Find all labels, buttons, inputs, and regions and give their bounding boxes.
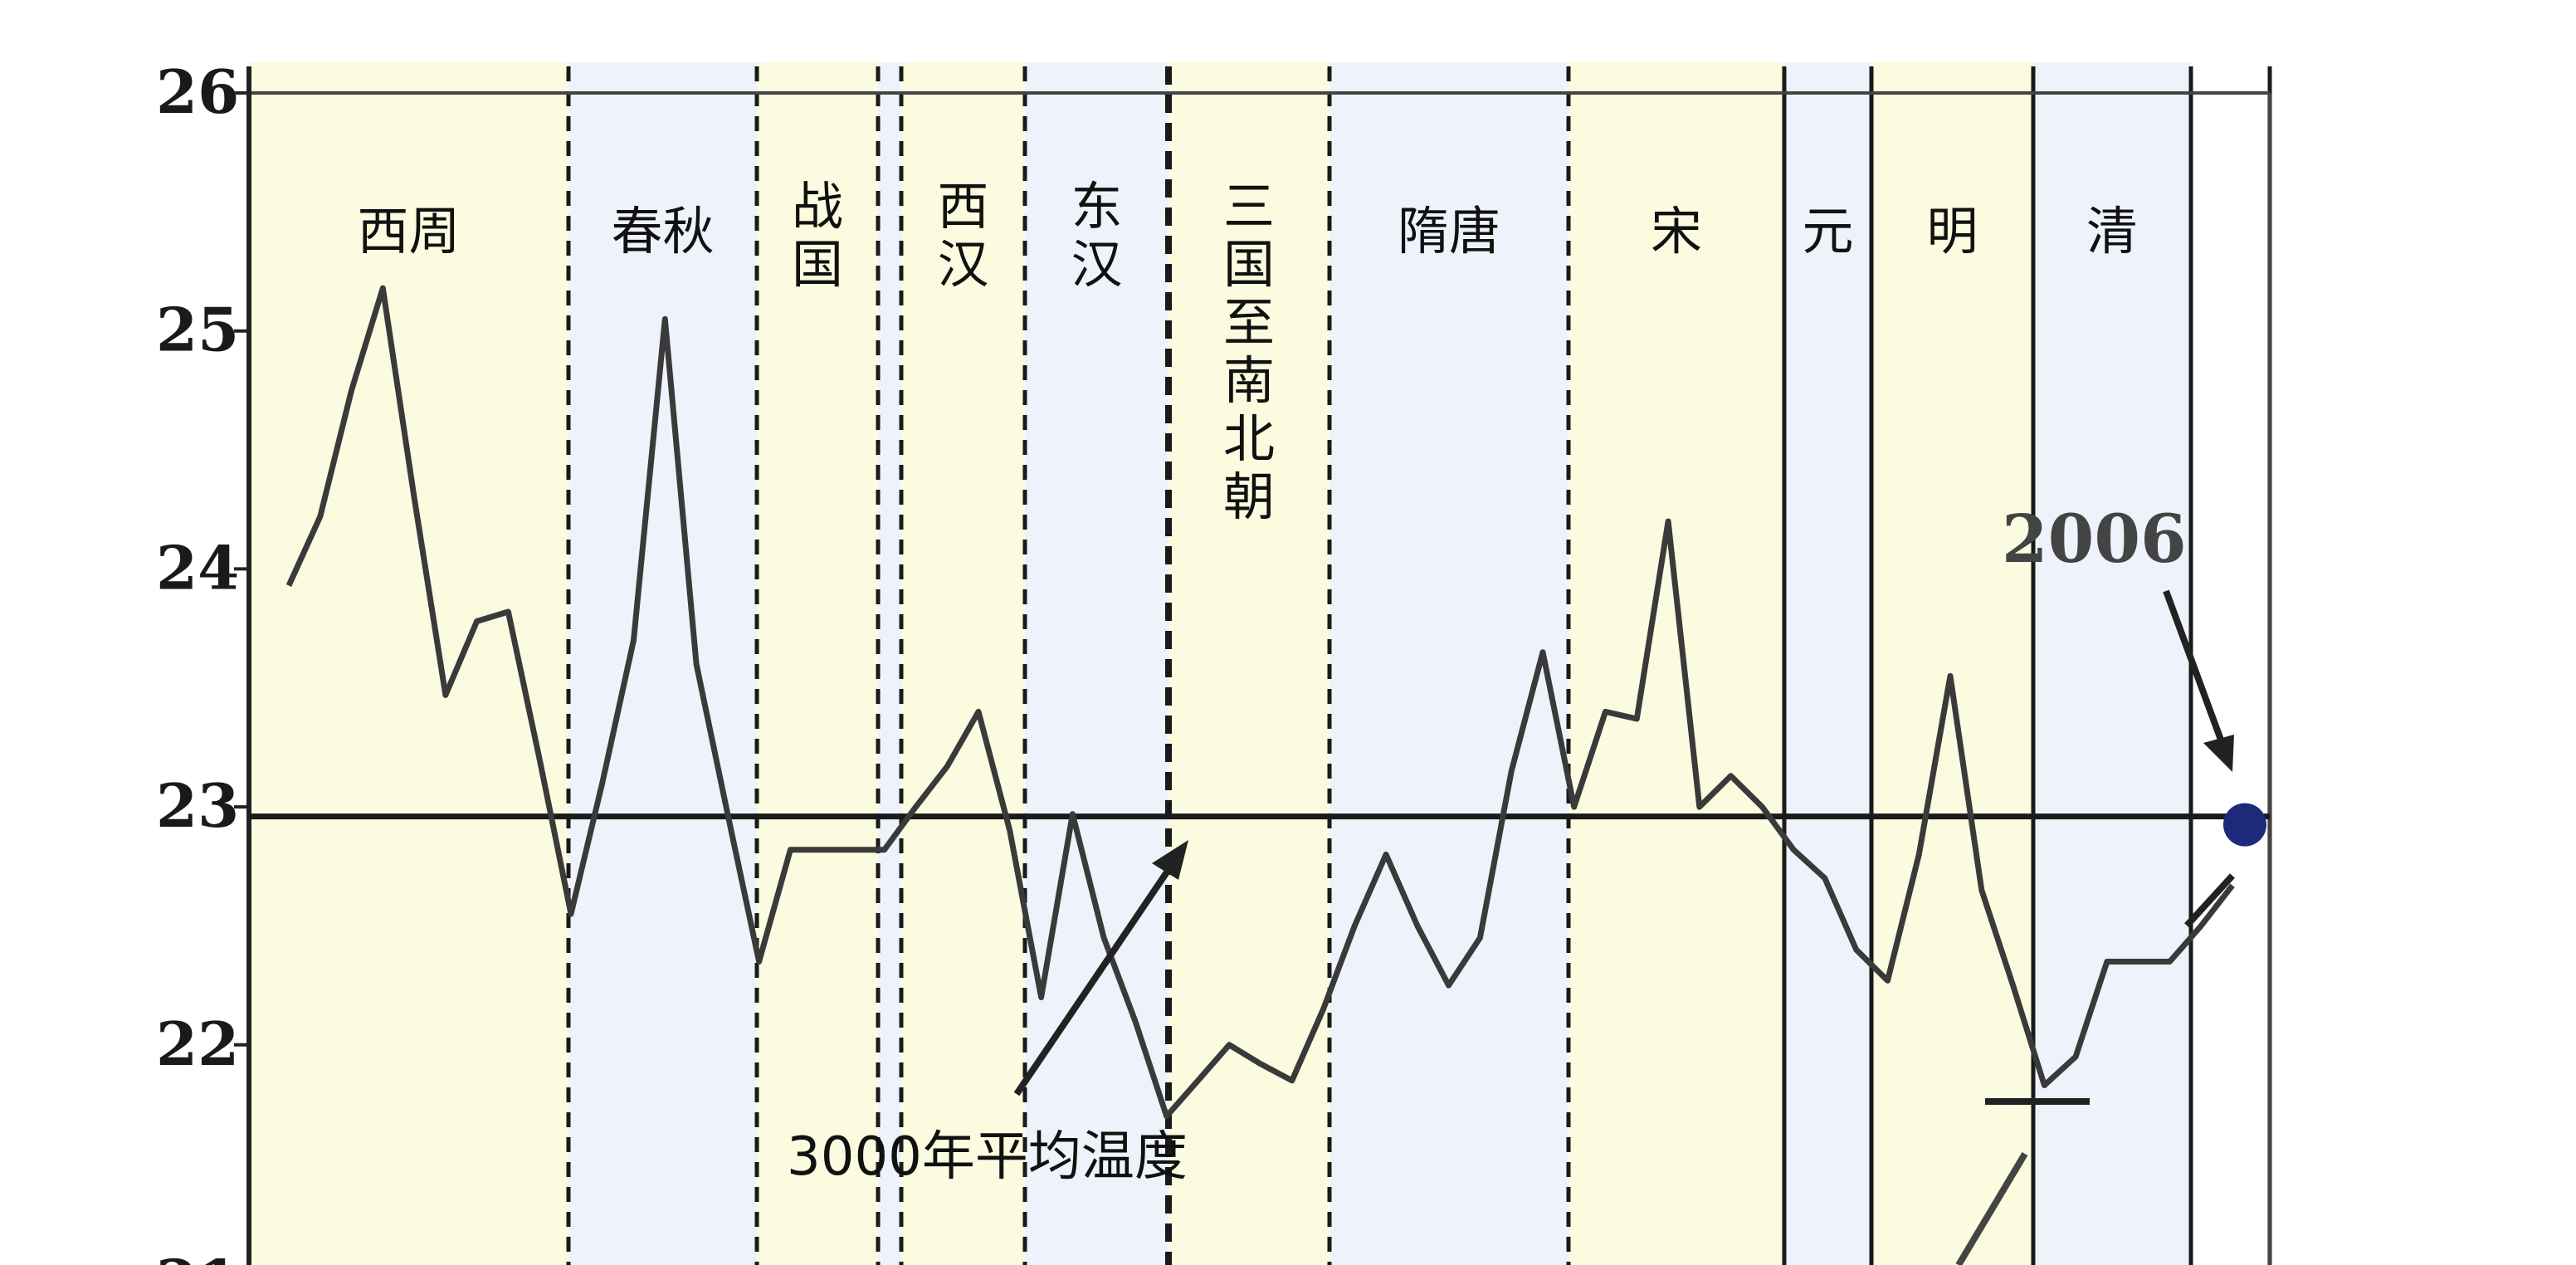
era-band xyxy=(878,62,901,1265)
era-label: 国 xyxy=(792,234,843,295)
y-tick-label: 22 xyxy=(156,1009,239,1079)
temperature-series-line xyxy=(285,285,2235,1120)
era-band xyxy=(1871,62,2033,1265)
mean-label-arrowhead xyxy=(1152,840,1188,880)
y-tick-label: 25 xyxy=(156,295,239,365)
era-band xyxy=(901,62,1025,1265)
year-2006-marker xyxy=(2223,803,2266,847)
year-label: 2006 xyxy=(2002,500,2187,578)
era-label: 东 xyxy=(1071,176,1122,237)
year-marker-arrow xyxy=(2163,589,2227,750)
era-band xyxy=(568,62,757,1265)
era-label: 西周 xyxy=(357,201,460,261)
era-band xyxy=(1025,62,1168,1265)
bottom-arrow xyxy=(1955,1151,2028,1265)
era-band xyxy=(2033,62,2191,1265)
era-label: 元 xyxy=(1802,201,1853,261)
era-label: 三 xyxy=(1223,176,1275,237)
y-tick-label: 24 xyxy=(156,532,239,603)
era-bands xyxy=(249,62,2270,1265)
era-band xyxy=(249,62,568,1265)
era-label: 汉 xyxy=(1071,234,1122,295)
era-label: 朝 xyxy=(1223,466,1275,527)
era-label: 隋唐 xyxy=(1398,201,1500,261)
y-axis-ticks: 26 25 24 23 22 21 xyxy=(156,56,249,1265)
y-tick-label: 26 xyxy=(156,56,239,127)
era-label: 宋 xyxy=(1651,201,1702,261)
era-label: 清 xyxy=(2086,201,2138,261)
era-band xyxy=(757,62,878,1265)
era-label: 国 xyxy=(1223,234,1275,295)
y-tick-label: 23 xyxy=(156,770,239,841)
era-label: 春秋 xyxy=(611,201,714,261)
trend-extension-line xyxy=(2184,873,2235,928)
era-label: 北 xyxy=(1223,408,1275,469)
era-band xyxy=(2191,62,2270,1265)
era-label: 至 xyxy=(1223,292,1275,353)
era-label: 南 xyxy=(1223,350,1275,411)
era-band xyxy=(1784,62,1871,1265)
y-tick-label: 21 xyxy=(156,1247,239,1265)
era-label: 西 xyxy=(937,176,988,237)
era-label: 明 xyxy=(1926,201,1978,261)
era-band xyxy=(1569,62,1784,1265)
mean-label-arrow xyxy=(1013,855,1180,1096)
era-labels: 西周 春秋 战国西汉东汉三国至南北朝隋唐宋元明清 xyxy=(357,176,2138,527)
era-dividers xyxy=(246,66,2272,1265)
annotation-arrows xyxy=(1013,589,2235,1265)
mean-line-label: 3000年平均温度 xyxy=(787,1126,1188,1188)
year-marker-arrowhead xyxy=(2203,735,2234,772)
era-band xyxy=(1329,62,1569,1265)
era-band xyxy=(1168,62,1329,1265)
era-label: 汉 xyxy=(937,234,988,295)
era-label: 战 xyxy=(792,176,843,237)
plot-frame xyxy=(246,66,2271,1265)
